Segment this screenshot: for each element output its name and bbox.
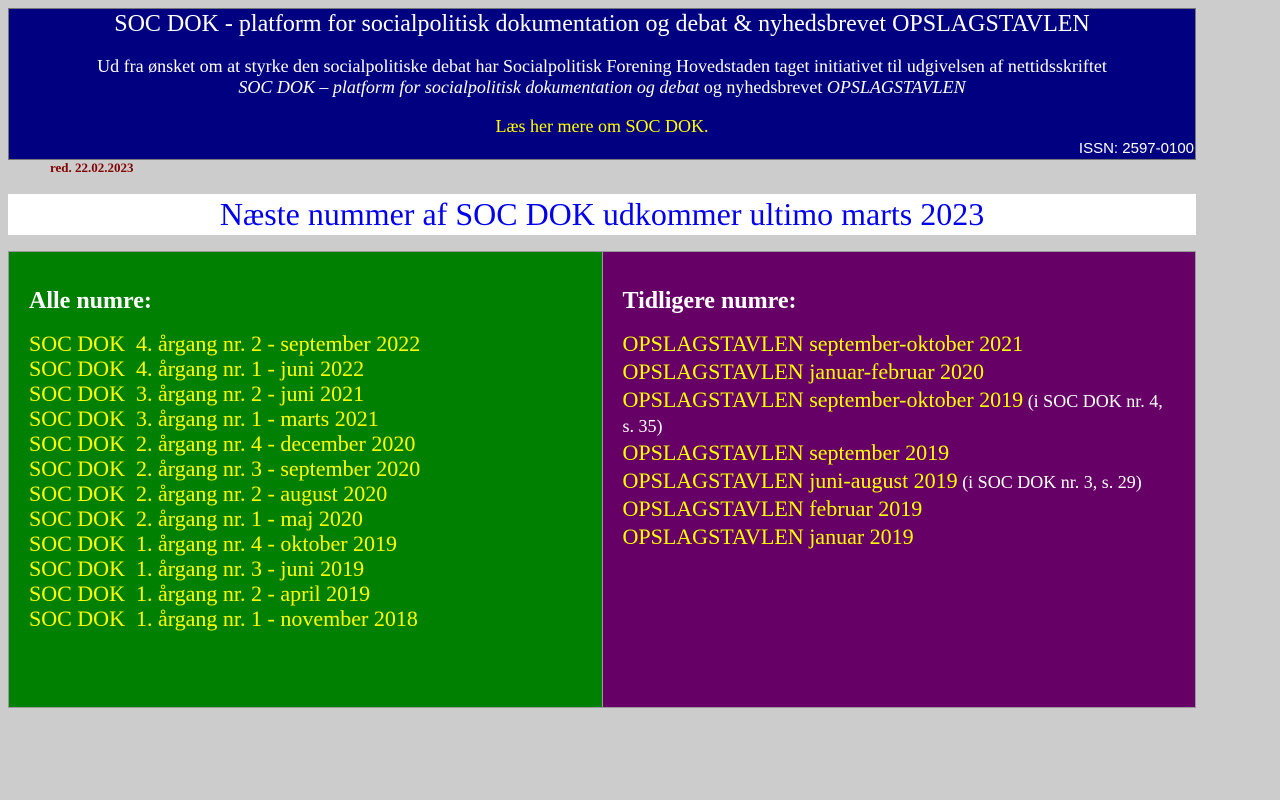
list-item: OPSLAGSTAVLEN februar 2019 — [623, 496, 1176, 524]
list-item: OPSLAGSTAVLEN januar 2019 — [623, 524, 1176, 552]
previous-issues-cell: Tidligere numre: OPSLAGSTAVLEN september… — [602, 252, 1195, 707]
intro-italic-newsletter: OPSLAGSTAVLEN — [826, 77, 966, 97]
list-item: OPSLAGSTAVLEN september 2019 — [623, 440, 1176, 468]
issue-note: (i SOC DOK nr. 3, s. 29) — [957, 472, 1142, 492]
header-box: SOC DOK - platform for socialpolitisk do… — [8, 8, 1196, 160]
intro-italic-title: SOC DOK – platform for socialpolitisk do… — [238, 77, 700, 97]
newsletter-link[interactable]: OPSLAGSTAVLEN september-oktober 2019 — [622, 387, 1024, 412]
list-item: OPSLAGSTAVLEN januar-februar 2020 — [623, 359, 1176, 387]
issue-link[interactable]: SOC DOK 1. årgang nr. 2 - april 2019 — [29, 581, 371, 606]
issue-link[interactable]: SOC DOK 3. årgang nr. 1 - marts 2021 — [29, 406, 379, 431]
issue-link[interactable]: SOC DOK 4. årgang nr. 1 - juni 2022 — [29, 356, 365, 381]
newsletter-link[interactable]: OPSLAGSTAVLEN januar-februar 2020 — [622, 359, 985, 384]
issue-link[interactable]: SOC DOK 2. årgang nr. 1 - maj 2020 — [29, 506, 363, 531]
issn: ISSN: 2597-0100 — [1078, 140, 1194, 157]
issue-note: (i SOC DOK nr. 4, s. 35) — [622, 391, 1163, 436]
all-issues-heading: Alle numre: — [29, 288, 152, 314]
next-issue-banner: Næste nummer af SOC DOK udkommer ultimo … — [8, 194, 1196, 235]
read-more-link[interactable]: Læs her mere om SOC DOK. — [495, 116, 709, 136]
issue-link[interactable]: SOC DOK 1. årgang nr. 4 - oktober 2019 — [29, 531, 398, 556]
newsletter-link[interactable]: OPSLAGSTAVLEN juni-august 2019 — [622, 468, 958, 493]
newsletter-link[interactable]: OPSLAGSTAVLEN januar 2019 — [622, 524, 914, 549]
site-title: SOC DOK - platform for socialpolitisk do… — [114, 11, 1090, 37]
list-item: OPSLAGSTAVLEN september-oktober 2019 (i … — [623, 387, 1176, 440]
issue-link[interactable]: SOC DOK 1. årgang nr. 3 - juni 2019 — [29, 556, 365, 581]
newsletter-link[interactable]: OPSLAGSTAVLEN september-oktober 2021 — [622, 331, 1024, 356]
issue-link[interactable]: SOC DOK 3. årgang nr. 2 - juni 2021 — [29, 381, 365, 406]
newsletter-link[interactable]: OPSLAGSTAVLEN februar 2019 — [622, 496, 923, 521]
issue-link[interactable]: SOC DOK 2. årgang nr. 2 - august 2020 — [29, 481, 388, 506]
previous-issues-heading: Tidligere numre: — [622, 288, 797, 314]
list-item: OPSLAGSTAVLEN september-oktober 2021 — [623, 331, 1176, 359]
previous-issues-list: OPSLAGSTAVLEN september-oktober 2021 OPSL… — [623, 331, 1176, 552]
newsletter-link[interactable]: OPSLAGSTAVLEN september 2019 — [622, 440, 950, 465]
edited-date: red. 22.02.2023 — [50, 160, 134, 175]
all-issues-cell: Alle numre: SOC DOK 4. årgang nr. 2 - se… — [9, 252, 603, 707]
intro-mid: og nyhedsbrevet — [699, 77, 827, 97]
intro-text: Ud fra ønsket om at styrke den socialpol… — [9, 56, 1195, 98]
intro-line: Ud fra ønsket om at styrke den socialpol… — [97, 56, 1107, 76]
issue-link[interactable]: SOC DOK 4. årgang nr. 2 - september 2022 — [29, 331, 421, 356]
issues-table: Alle numre: SOC DOK 4. årgang nr. 2 - se… — [8, 251, 1196, 708]
issue-link[interactable]: SOC DOK 2. årgang nr. 3 - september 2020 — [29, 456, 421, 481]
all-issues-list: SOC DOK 4. årgang nr. 2 - september 2022… — [29, 331, 582, 631]
list-item: OPSLAGSTAVLEN juni-august 2019 (i SOC DO… — [623, 468, 1176, 496]
issue-link[interactable]: SOC DOK 2. årgang nr. 4 - december 2020 — [29, 431, 416, 456]
issue-link[interactable]: SOC DOK 1. årgang nr. 1 - november 2018 — [29, 606, 418, 631]
